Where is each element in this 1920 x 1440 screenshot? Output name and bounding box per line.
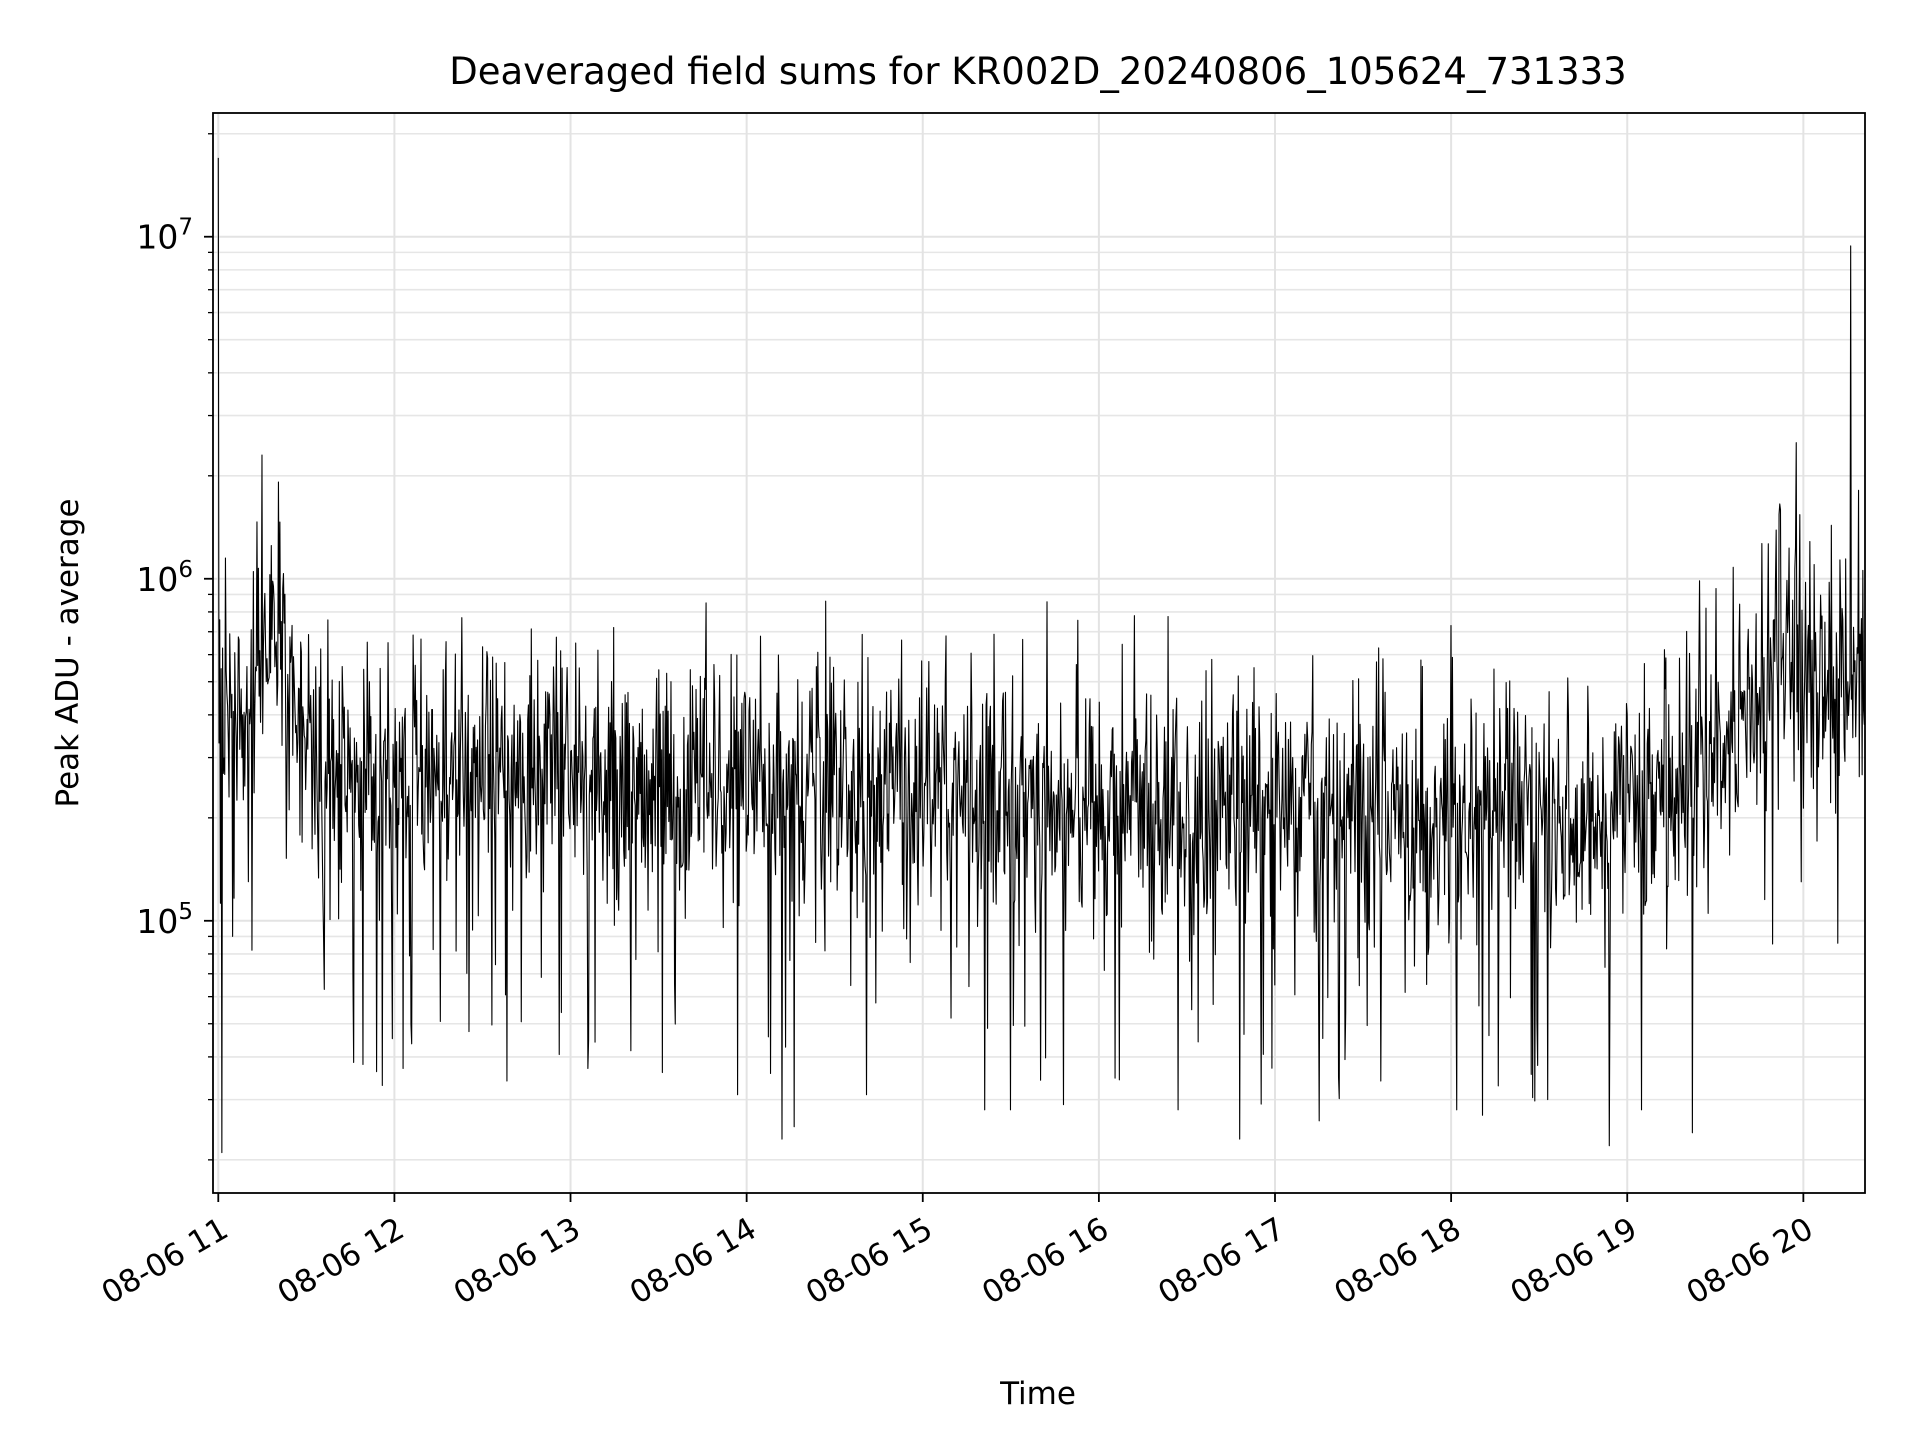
y-tick-label: 107 bbox=[136, 215, 193, 257]
y-tick-label: 106 bbox=[136, 557, 193, 599]
chart-title: Deaveraged field sums for KR002D_2024080… bbox=[449, 50, 1626, 93]
y-tick-label: 105 bbox=[136, 899, 193, 941]
grid-major bbox=[213, 113, 1865, 1193]
series-layer bbox=[217, 157, 1866, 1154]
y-axis: 105 106 107 bbox=[136, 133, 213, 1161]
x-axis-label: Time bbox=[999, 1376, 1076, 1412]
y-axis-label: Peak ADU - average bbox=[50, 498, 86, 807]
series-line bbox=[217, 157, 1866, 1154]
plot-frame bbox=[212, 112, 1866, 1194]
